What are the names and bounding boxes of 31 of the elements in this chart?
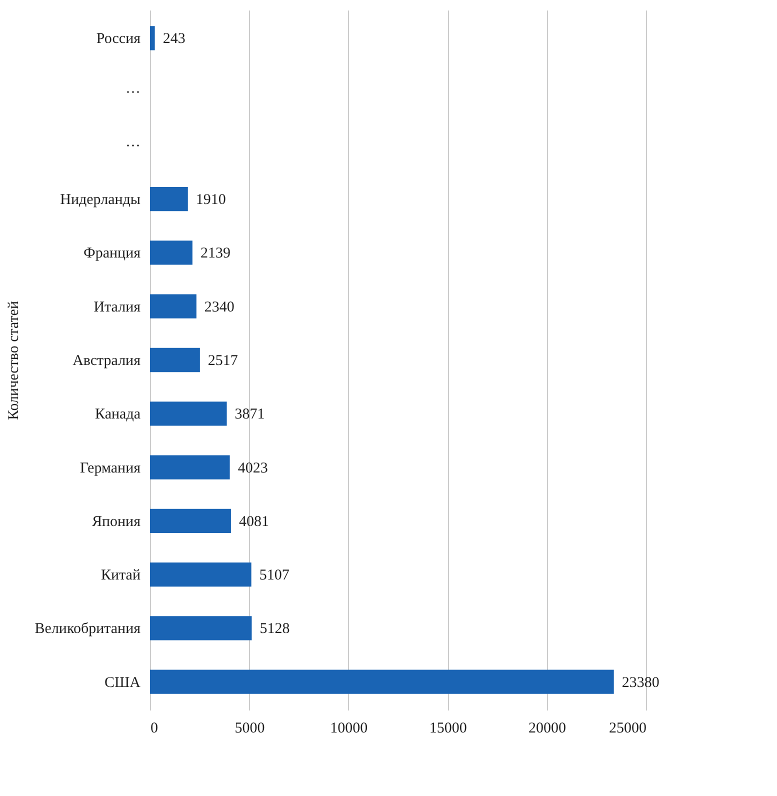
data-label: 23380 <box>622 674 660 691</box>
y-tick-label: Италия <box>94 299 141 316</box>
y-axis-title: Количество статей <box>6 301 22 420</box>
data-label: 2517 <box>208 353 238 369</box>
data-label: 4023 <box>238 460 268 476</box>
y-tick-label: Австралия <box>72 353 141 369</box>
y-tick-label: Канада <box>95 406 141 423</box>
x-tick-label: 20000 <box>528 720 566 736</box>
data-label: 4081 <box>238 514 269 530</box>
y-tick-label: Россия <box>96 31 141 48</box>
data-label: 2340 <box>204 299 234 316</box>
data-label: 5107 <box>259 568 290 584</box>
data-label: 1910 <box>196 192 226 208</box>
x-tick-label: 15000 <box>429 720 467 736</box>
y-tick-label: Нидерланды <box>60 192 140 208</box>
x-tick-label: 0 <box>150 720 158 736</box>
data-label: 5128 <box>260 621 290 638</box>
y-tick-label: Франция <box>84 246 141 262</box>
y-tick-label: ··· <box>126 138 140 154</box>
data-label: 243 <box>162 31 186 48</box>
x-tick-label: 10000 <box>330 720 368 736</box>
y-tick-label: США <box>104 674 141 691</box>
y-tick-label: Китай <box>101 568 140 584</box>
data-label: 3871 <box>234 406 265 423</box>
data-label: 2139 <box>200 246 230 262</box>
y-tick-label: ··· <box>126 84 140 101</box>
y-tick-label: Япония <box>92 514 141 530</box>
x-tick-label: 5000 <box>234 720 265 736</box>
y-tick-label: Великобритания <box>34 621 141 638</box>
x-tick-label: 25000 <box>609 720 646 736</box>
y-tick-label: Германия <box>80 460 141 476</box>
